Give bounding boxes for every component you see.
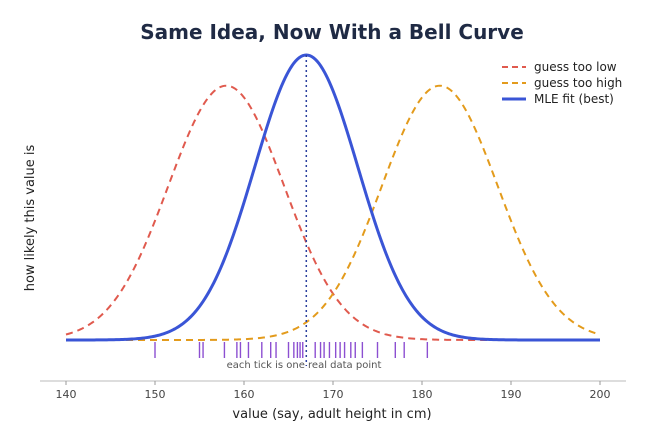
x-tick-label: 140 (56, 388, 77, 401)
legend-label-3: MLE fit (best) (534, 92, 614, 106)
legend-label-1: guess too low (534, 60, 617, 74)
curves-layer (65, 53, 601, 342)
x-tick-label: 150 (145, 388, 166, 401)
x-tick-label: 160 (234, 388, 255, 401)
x-tick-label: 170 (323, 388, 344, 401)
chart-title: Same Idea, Now With a Bell Curve (140, 20, 524, 44)
rug-annotation: each tick is one real data point (227, 360, 382, 371)
x-tick-label: 180 (412, 388, 433, 401)
legend-label-2: guess too high (534, 76, 622, 90)
x-tick-label: 190 (501, 388, 522, 401)
series-line-1 (65, 84, 600, 341)
series-line-3 (66, 53, 600, 342)
legend: guess too low guess too high MLE fit (best… (502, 60, 622, 106)
x-axis-label: value (say, adult height in cm) (232, 407, 431, 422)
x-axis-ticks: 140 150 160 170 180 190 200 (56, 381, 611, 401)
series-line-2 (66, 84, 601, 341)
x-tick-label: 200 (590, 388, 611, 401)
y-axis-label: how likely this value is (23, 144, 38, 291)
data-point-ticks-layer (154, 342, 429, 358)
